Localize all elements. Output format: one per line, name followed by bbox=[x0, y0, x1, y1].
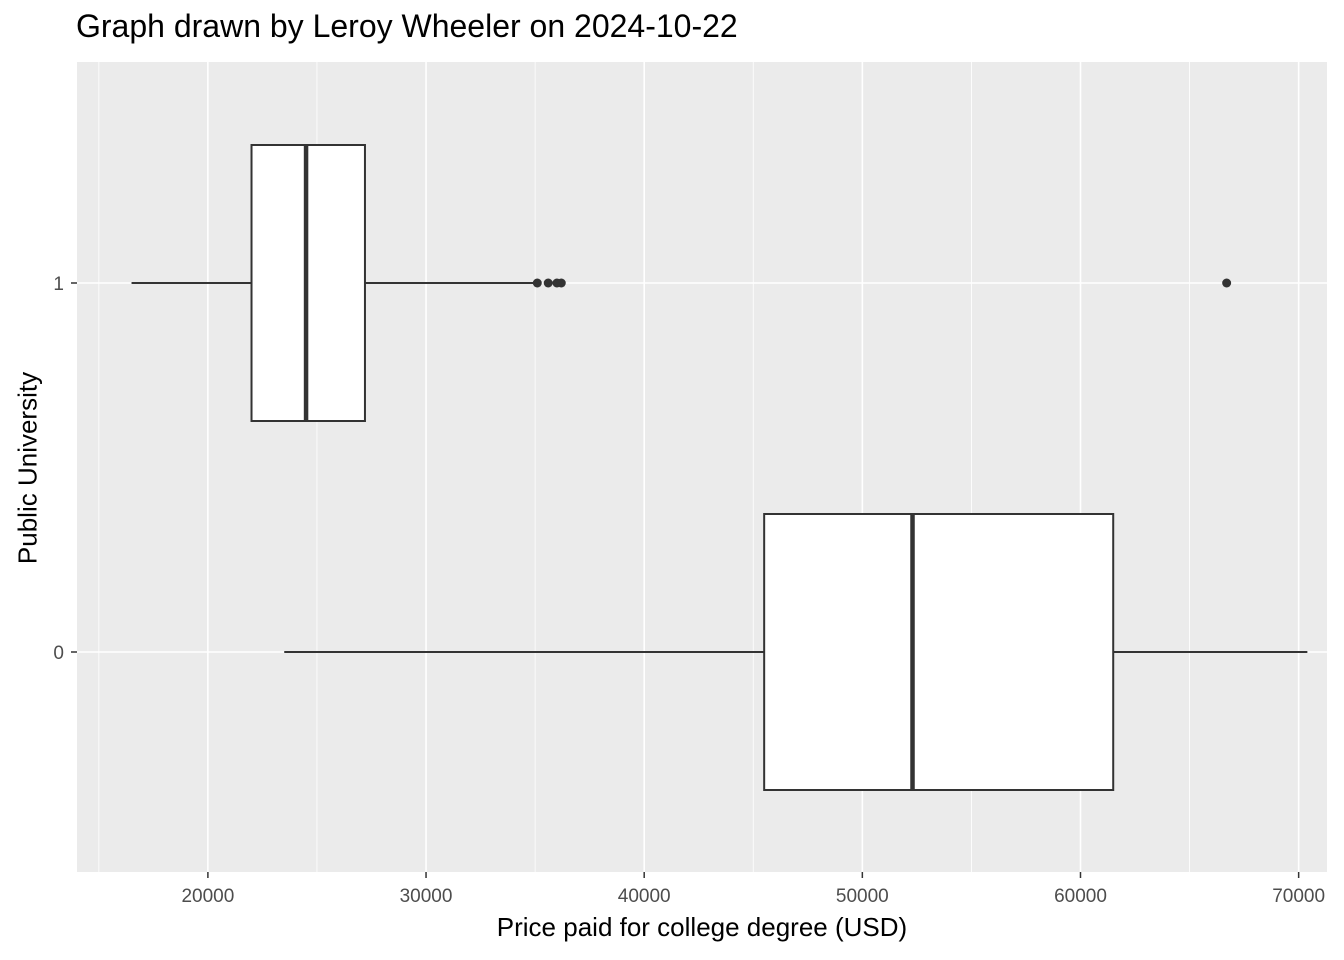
y-tick-label: 1 bbox=[53, 274, 64, 295]
x-tick-label: 60000 bbox=[1054, 886, 1107, 907]
x-tick-label: 30000 bbox=[400, 886, 453, 907]
x-tick-label: 70000 bbox=[1272, 886, 1325, 907]
box-0 bbox=[763, 513, 1115, 791]
x-tick-label: 20000 bbox=[181, 886, 234, 907]
box-marks bbox=[131, 144, 1308, 791]
x-axis-label: Price paid for college degree (USD) bbox=[496, 912, 908, 942]
chart-title: Graph drawn by Leroy Wheeler on 2024-10-… bbox=[76, 8, 738, 44]
x-tick-label: 50000 bbox=[836, 886, 889, 907]
x-tick-label: 40000 bbox=[618, 886, 671, 907]
outlier-point bbox=[543, 278, 553, 288]
axes: 20000 30000 40000 50000 60000 70000 1 0 bbox=[53, 274, 1325, 907]
outlier-point bbox=[556, 278, 566, 288]
outlier-point bbox=[1222, 278, 1232, 288]
y-axis-label: Public University bbox=[12, 371, 43, 565]
y-tick-label: 0 bbox=[53, 643, 64, 664]
outlier-point bbox=[532, 278, 542, 288]
minor-gridlines bbox=[98, 62, 1190, 872]
